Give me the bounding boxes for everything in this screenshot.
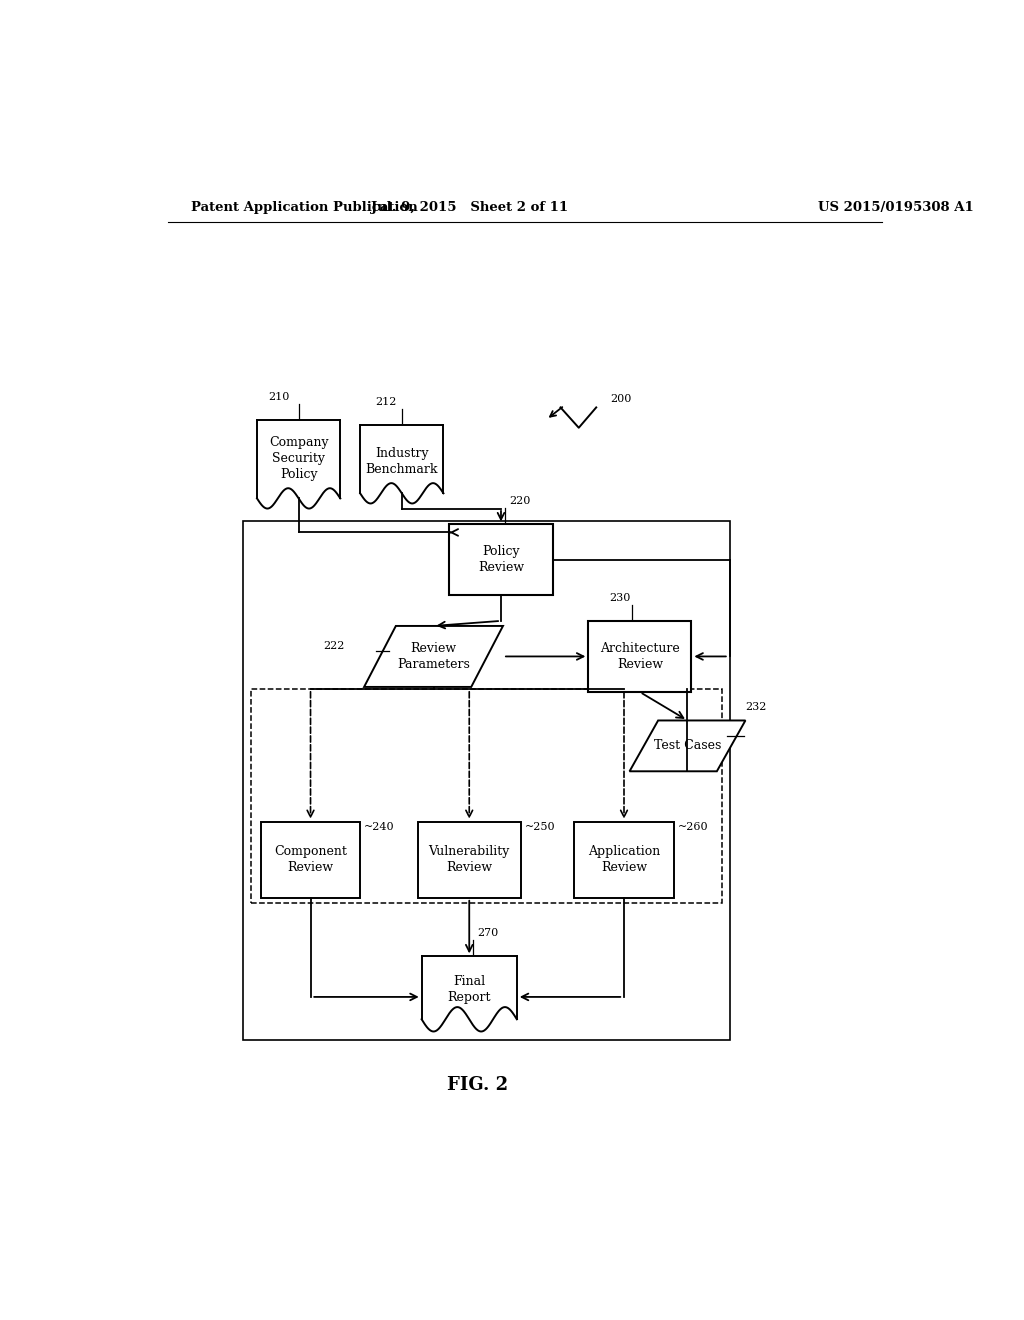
Text: Vulnerability
Review: Vulnerability Review	[429, 845, 510, 874]
Bar	[588, 620, 691, 692]
Text: Company
Security
Policy: Company Security Policy	[269, 436, 329, 480]
Bar	[261, 821, 360, 898]
Bar	[574, 821, 674, 898]
Bar	[418, 821, 521, 898]
Text: Test Cases: Test Cases	[653, 739, 721, 752]
Text: Policy
Review: Policy Review	[478, 545, 524, 574]
Bar	[422, 956, 517, 1019]
Polygon shape	[365, 626, 503, 686]
Text: Review
Parameters: Review Parameters	[397, 642, 470, 671]
Text: 220: 220	[509, 496, 530, 506]
Text: FIG. 2: FIG. 2	[446, 1076, 508, 1094]
Text: Patent Application Publication: Patent Application Publication	[191, 201, 418, 214]
Text: Component
Review: Component Review	[274, 845, 347, 874]
Text: US 2015/0195308 A1: US 2015/0195308 A1	[818, 201, 974, 214]
Text: ~240: ~240	[365, 822, 394, 832]
Text: ~260: ~260	[678, 822, 709, 832]
Bar	[360, 425, 443, 494]
Text: 270: 270	[477, 928, 499, 939]
Text: ~250: ~250	[524, 822, 555, 832]
Text: Jul. 9, 2015   Sheet 2 of 11: Jul. 9, 2015 Sheet 2 of 11	[371, 201, 568, 214]
Text: 230: 230	[609, 593, 631, 602]
Text: 212: 212	[375, 397, 396, 407]
Text: Final
Report: Final Report	[447, 975, 490, 1005]
Text: Application
Review: Application Review	[588, 845, 660, 874]
Bar	[450, 524, 553, 595]
Text: Architecture
Review: Architecture Review	[600, 642, 680, 671]
Text: 200: 200	[610, 395, 632, 404]
Polygon shape	[630, 721, 745, 771]
Text: 210: 210	[268, 392, 290, 401]
Text: 232: 232	[745, 702, 767, 713]
Bar	[257, 420, 340, 499]
Text: 222: 222	[323, 642, 344, 651]
Text: Industry
Benchmark: Industry Benchmark	[366, 446, 438, 475]
Bar	[251, 689, 722, 903]
Bar	[243, 521, 729, 1040]
